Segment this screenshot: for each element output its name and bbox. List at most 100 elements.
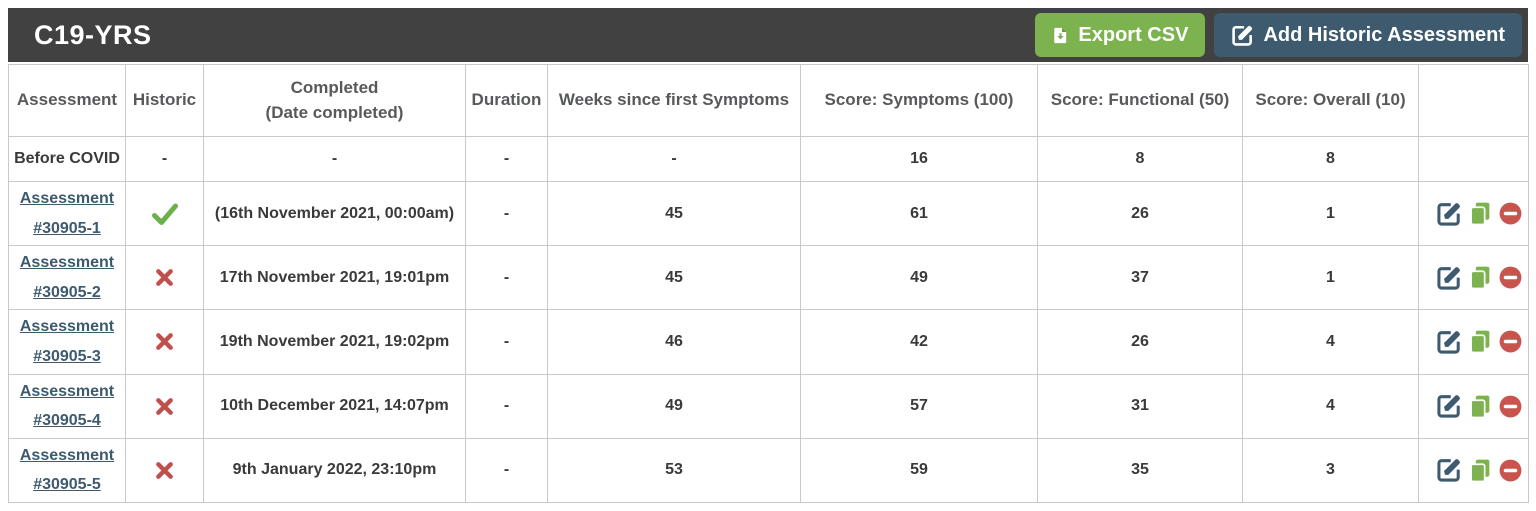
copy-assessment-button[interactable]	[1468, 329, 1493, 354]
panel-header-bar: C19-YRS Export CSV	[8, 8, 1528, 62]
assessment-link[interactable]: Assessment #30905-2	[19, 254, 115, 301]
historic-value	[125, 309, 204, 375]
export-csv-button[interactable]: Export CSV	[1035, 13, 1206, 57]
column-header-completed: Completed (Date completed)	[203, 64, 466, 137]
weeks-value: 53	[547, 437, 801, 503]
edit-assessment-button[interactable]	[1436, 265, 1462, 291]
remove-assessment-button[interactable]	[1498, 265, 1523, 290]
actions-cell	[1418, 373, 1529, 439]
completed-value: 9th January 2022, 23:10pm	[203, 437, 466, 503]
score-functional-value: 26	[1037, 180, 1243, 247]
column-header-duration: Duration	[465, 64, 548, 137]
duration-value: -	[465, 180, 548, 247]
column-header-completed-line2: (Date completed)	[265, 102, 404, 122]
assessment-link[interactable]: Assessment #30905-4	[19, 382, 115, 430]
score-symptoms-value: 57	[800, 373, 1038, 439]
completed-value: (16th November 2021, 00:00am)	[203, 180, 466, 247]
weeks-value: 46	[547, 309, 801, 375]
pen-square-icon	[1437, 266, 1460, 290]
actions-cell	[1418, 245, 1529, 311]
assessments-table: Assessment Historic Completed (Date comp…	[8, 64, 1529, 503]
file-download-icon	[1052, 25, 1069, 46]
historic-value: -	[125, 136, 204, 182]
weeks-value: -	[547, 136, 801, 182]
column-header-score-symptoms: Score: Symptoms (100)	[800, 64, 1038, 137]
column-header-score-overall: Score: Overall (10)	[1242, 64, 1419, 137]
minus-circle-icon	[1499, 395, 1522, 418]
copy-icon	[1469, 459, 1489, 483]
add-historic-assessment-label: Add Historic Assessment	[1263, 23, 1505, 46]
actions-cell	[1418, 437, 1529, 503]
c19-yrs-panel: C19-YRS Export CSV	[8, 8, 1529, 503]
score-overall-value: 1	[1242, 180, 1419, 247]
assessment-name: Before COVID	[8, 136, 126, 182]
copy-icon	[1469, 202, 1489, 226]
column-header-actions	[1418, 64, 1529, 137]
table-row-assessment-30905-4: Assessment #30905-4 10th December 2021, …	[8, 373, 1529, 439]
completed-value: 19th November 2021, 19:02pm	[203, 309, 466, 375]
copy-icon	[1469, 331, 1489, 354]
score-overall-value: 4	[1242, 373, 1419, 439]
assessment-link[interactable]: Assessment #30905-3	[19, 318, 115, 365]
minus-circle-icon	[1499, 331, 1522, 353]
pen-square-icon	[1437, 459, 1460, 482]
edit-assessment-button[interactable]	[1436, 201, 1462, 227]
copy-icon	[1469, 395, 1489, 418]
duration-value: -	[465, 309, 548, 375]
score-symptoms-value: 61	[800, 180, 1038, 247]
historic-value	[125, 245, 204, 311]
column-header-completed-line1: Completed	[290, 77, 379, 97]
score-symptoms-value: 59	[800, 437, 1038, 503]
score-symptoms-value: 42	[800, 309, 1038, 375]
column-header-weeks: Weeks since first Symptoms	[547, 64, 801, 137]
remove-assessment-button[interactable]	[1498, 201, 1523, 226]
column-header-assessment: Assessment	[8, 64, 126, 137]
score-functional-value: 31	[1037, 373, 1243, 439]
copy-assessment-button[interactable]	[1468, 265, 1493, 290]
copy-assessment-button[interactable]	[1468, 458, 1493, 483]
pen-square-icon	[1437, 202, 1460, 226]
duration-value: -	[465, 136, 548, 182]
table-row-assessment-30905-3: Assessment #30905-3 19th November 2021, …	[8, 309, 1529, 375]
weeks-value: 45	[547, 245, 801, 311]
remove-assessment-button[interactable]	[1498, 329, 1523, 354]
actions-cell	[1418, 309, 1529, 375]
score-overall-value: 4	[1242, 309, 1419, 375]
table-row-assessment-30905-1: Assessment #30905-1 (16th November 2021,…	[8, 180, 1529, 247]
actions-cell-empty	[1418, 136, 1529, 182]
weeks-value: 49	[547, 373, 801, 439]
duration-value: -	[465, 245, 548, 311]
add-historic-assessment-button[interactable]: Add Historic Assessment	[1214, 13, 1522, 57]
edit-assessment-button[interactable]	[1436, 329, 1462, 355]
assessment-link[interactable]: Assessment #30905-5	[19, 446, 115, 494]
completed-value: 10th December 2021, 14:07pm	[203, 373, 466, 439]
column-header-score-functional: Score: Functional (50)	[1037, 64, 1243, 137]
remove-assessment-button[interactable]	[1498, 458, 1523, 483]
score-symptoms-value: 49	[800, 245, 1038, 311]
copy-icon	[1469, 266, 1489, 290]
historic-value	[125, 437, 204, 503]
check-icon	[151, 203, 178, 225]
cross-icon	[155, 333, 174, 351]
pen-square-icon	[1437, 331, 1460, 354]
copy-assessment-button[interactable]	[1468, 201, 1493, 226]
export-csv-label: Export CSV	[1078, 23, 1189, 46]
assessment-link[interactable]: Assessment #30905-1	[19, 190, 115, 237]
cross-icon	[155, 269, 174, 287]
score-symptoms-value: 16	[800, 136, 1038, 182]
column-header-historic: Historic	[125, 64, 204, 137]
score-overall-value: 8	[1242, 136, 1419, 182]
pen-square-icon	[1437, 395, 1460, 418]
minus-circle-icon	[1499, 202, 1522, 225]
table-row-assessment-30905-2: Assessment #30905-2 17th November 2021, …	[8, 245, 1529, 311]
score-overall-value: 3	[1242, 437, 1419, 503]
header-actions: Export CSV Add Historic Assessment	[1035, 13, 1522, 57]
remove-assessment-button[interactable]	[1498, 394, 1523, 419]
cross-icon	[155, 461, 174, 479]
duration-value: -	[465, 373, 548, 439]
edit-assessment-button[interactable]	[1436, 457, 1462, 483]
edit-assessment-button[interactable]	[1436, 393, 1462, 419]
historic-value	[125, 180, 204, 247]
copy-assessment-button[interactable]	[1468, 394, 1493, 419]
score-functional-value: 8	[1037, 136, 1243, 182]
